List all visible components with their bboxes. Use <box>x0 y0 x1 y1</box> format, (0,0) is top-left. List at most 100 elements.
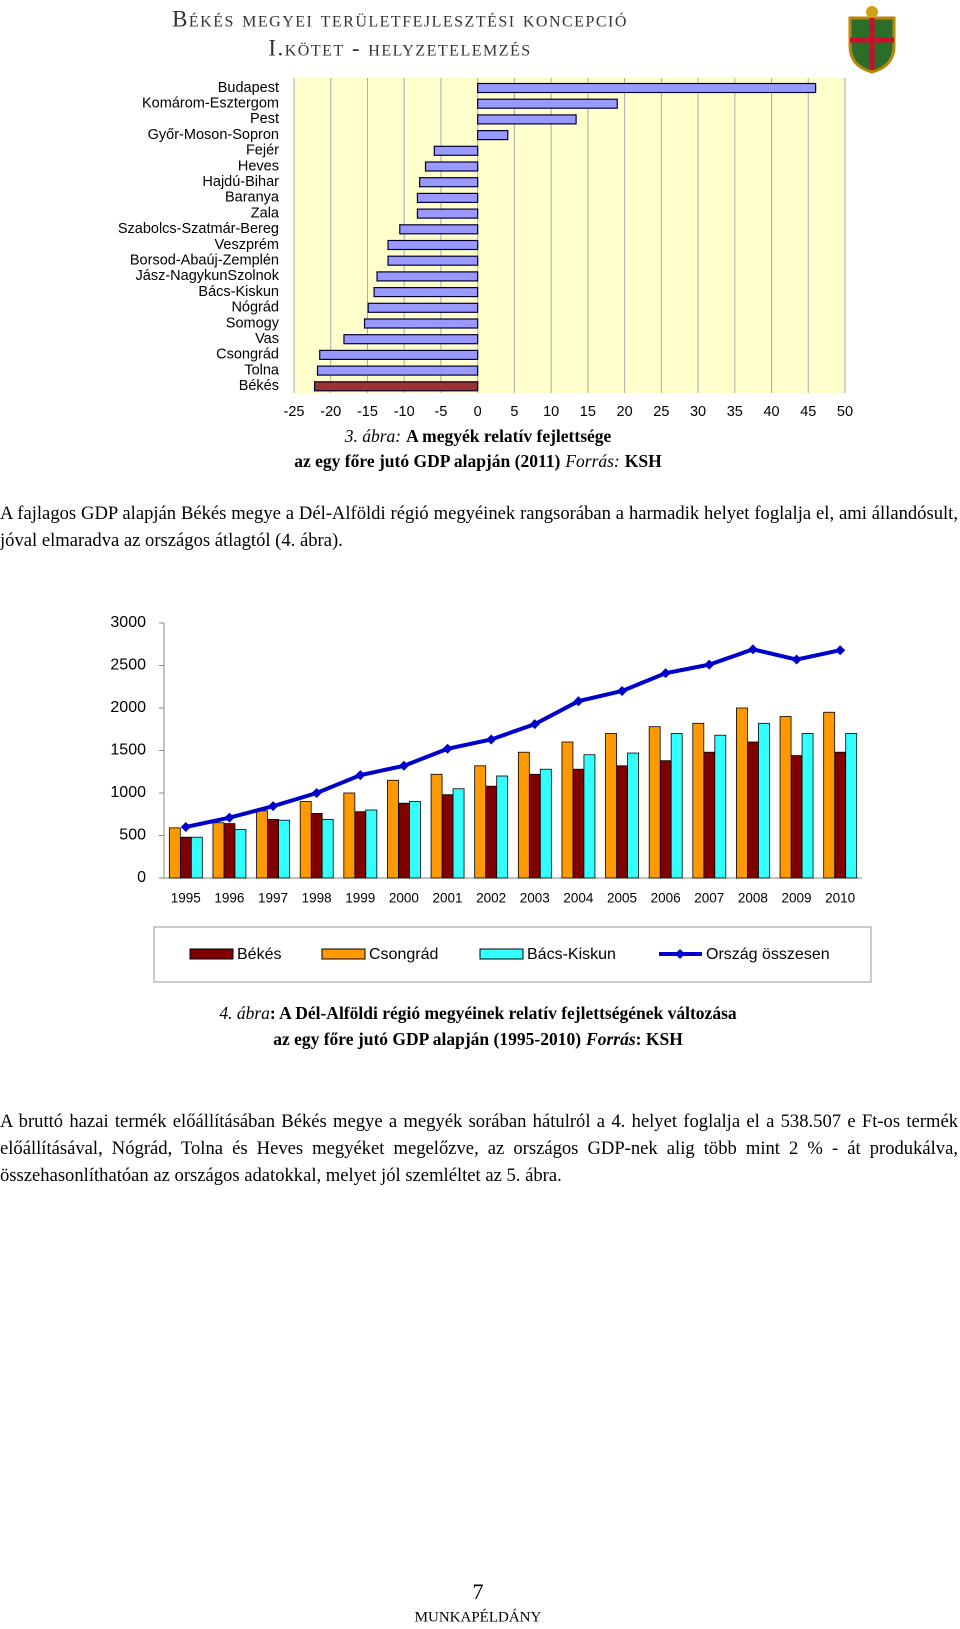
caption-label: 3. ábra: <box>344 426 401 446</box>
x-tick-label: 2001 <box>433 891 463 906</box>
bar <box>790 755 803 879</box>
bar <box>430 773 443 879</box>
bar <box>528 773 541 879</box>
bar <box>399 224 479 235</box>
y-tick-label: 1500 <box>110 742 146 759</box>
bar <box>779 716 792 879</box>
bar <box>190 836 203 879</box>
bar <box>387 779 399 879</box>
bar <box>343 334 479 345</box>
x-tick-label: -15 <box>357 404 378 420</box>
bar <box>477 98 618 109</box>
bar <box>477 114 577 125</box>
marker <box>791 654 802 665</box>
bar <box>627 752 639 879</box>
bar <box>179 836 192 879</box>
legend-swatch <box>321 948 366 960</box>
bar <box>474 765 487 879</box>
bar <box>834 751 847 879</box>
bar <box>316 365 479 376</box>
category-label: Csongrád <box>216 347 279 363</box>
bar <box>823 711 836 879</box>
bar <box>714 734 727 879</box>
y-tick-label: 500 <box>119 827 146 844</box>
x-tick-label: -25 <box>284 404 305 420</box>
bar <box>363 318 479 329</box>
marker <box>747 644 758 655</box>
y-tick-label: 0 <box>137 869 146 886</box>
paragraph: A fajlagos GDP alapján Békés megye a Dél… <box>0 503 958 551</box>
category-label: Baranya <box>225 190 280 206</box>
x-tick-label: 2005 <box>607 891 637 906</box>
marker <box>311 788 322 798</box>
bar <box>758 722 770 879</box>
legend-swatch <box>189 948 234 960</box>
category-label: Vas <box>255 331 279 347</box>
x-tick-label: 45 <box>800 404 816 420</box>
x-tick-label: 0 <box>474 404 482 420</box>
bar <box>452 788 465 879</box>
x-tick-label: 2000 <box>389 891 419 906</box>
bar <box>605 733 617 879</box>
bar <box>343 792 356 879</box>
category-label: Nógrád <box>231 300 279 316</box>
bar <box>321 818 334 879</box>
caption-text: : A Dél-Alföldi régió megyéinek relatív … <box>270 1003 737 1023</box>
plot-area <box>294 78 845 393</box>
y-tick-label: 1000 <box>110 784 146 801</box>
caption-label: 4. ábra <box>219 1003 270 1023</box>
x-tick-label: -5 <box>434 404 447 420</box>
legend-swatch <box>675 949 685 959</box>
x-tick-label: 30 <box>690 404 706 420</box>
x-tick-label: 5 <box>510 404 518 420</box>
bar <box>801 733 814 879</box>
x-tick-label: 10 <box>543 404 559 420</box>
coat-of-arms <box>848 6 896 74</box>
legend-label: Ország összesen <box>706 946 830 963</box>
marker <box>486 734 497 745</box>
bar <box>409 801 421 879</box>
bar <box>703 751 716 879</box>
bar <box>433 145 479 156</box>
x-tick-label: -20 <box>320 404 341 420</box>
bar <box>299 801 312 879</box>
bar <box>517 751 530 879</box>
category-label: Somogy <box>226 315 280 331</box>
bar <box>319 349 479 360</box>
caption-source-label: Forrás: <box>564 451 619 471</box>
bar <box>416 208 479 219</box>
bar <box>692 722 705 879</box>
paragraph: A bruttó hazai termék előállításában Bék… <box>0 1111 958 1186</box>
y-tick-label: 3000 <box>110 614 146 631</box>
header-subtitle: I.kötet - helyzetelemzés <box>268 35 531 60</box>
bar <box>168 827 181 879</box>
marker <box>835 645 846 656</box>
bar <box>419 177 479 188</box>
bar <box>310 813 323 879</box>
footer-note: MUNKAPÉLDÁNY <box>415 1608 542 1625</box>
category-label: Szabolcs-Szatmár-Bereg <box>118 221 279 237</box>
x-tick-label: 1999 <box>345 891 375 906</box>
category-label: Heves <box>238 158 279 174</box>
marker <box>268 801 279 812</box>
category-label: Pest <box>250 111 279 127</box>
bar <box>424 161 479 172</box>
category-label: Komárom-Esztergom <box>142 96 279 112</box>
x-tick-label: 1995 <box>171 891 201 906</box>
marker <box>617 686 628 696</box>
marker <box>398 760 409 771</box>
bar <box>373 287 479 298</box>
marker <box>704 659 715 670</box>
bar <box>496 775 509 879</box>
x-tick-label: 15 <box>580 404 596 420</box>
marker <box>355 770 366 781</box>
caption-source: : KSH <box>636 1029 684 1049</box>
category-label: Fejér <box>246 143 279 159</box>
x-tick-label: 35 <box>727 404 743 420</box>
bar <box>441 794 454 879</box>
bar <box>561 741 574 879</box>
bar <box>398 802 410 879</box>
bar <box>267 818 279 879</box>
bar <box>845 733 858 879</box>
